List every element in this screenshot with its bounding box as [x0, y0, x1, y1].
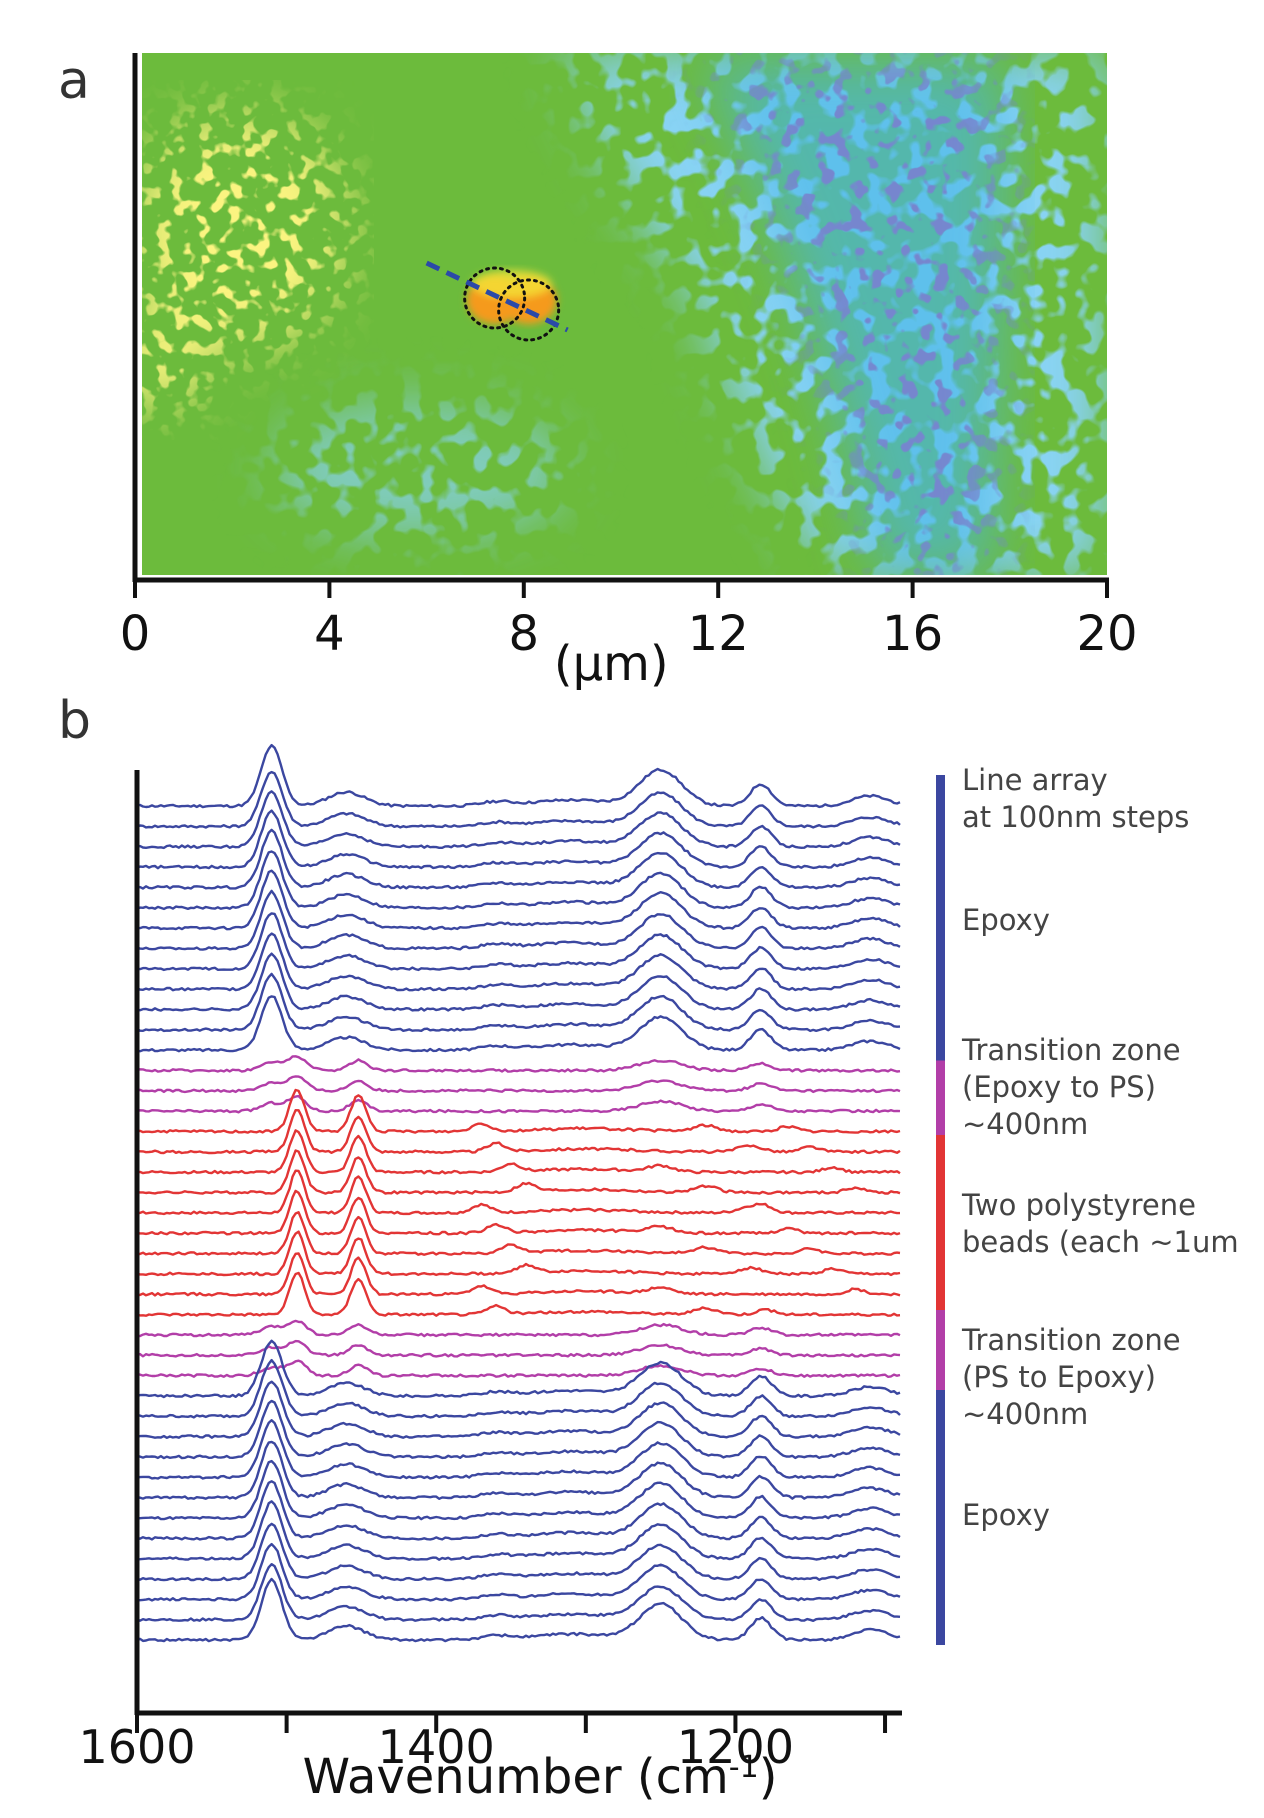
spectrum-trace-6 [136, 869, 901, 931]
spectrum-trace-27 [136, 1339, 901, 1358]
spectrum-trace-12 [136, 995, 901, 1053]
annotation-5-line-0: Epoxy [962, 1498, 1050, 1532]
spectra-traces [136, 743, 901, 1643]
panel-a-xlabel: (µm) [554, 636, 669, 692]
spectrum-trace-23 [136, 1230, 901, 1277]
spectrum-trace-17 [137, 1109, 901, 1155]
panel-b-tick-label-0: 1600 [78, 1720, 195, 1774]
annotation-4-line-1: (PS to Epoxy) [962, 1360, 1156, 1394]
panel-b-axes: 1600 1400 1200 [78, 770, 902, 1774]
panel-b-xlabel: Wavenumber (cm-1) [303, 1749, 778, 1805]
spectrum-trace-28 [136, 1359, 901, 1378]
spectrum-trace-15 [136, 1094, 901, 1114]
bead-outline-0 [463, 266, 527, 330]
heatmap-dark-blue-region [142, 53, 1107, 575]
spectrum-trace-10 [136, 952, 901, 1012]
panel-a-tick-label-1: 4 [314, 606, 345, 662]
panel-a-tick-label-5: 20 [1076, 606, 1137, 662]
annotation-2-line-0: Transition zone [961, 1033, 1181, 1067]
spectrum-trace-14 [136, 1075, 901, 1094]
spectrum-trace-30 [136, 1358, 901, 1419]
spectrum-trace-38 [136, 1522, 901, 1582]
spectrum-trace-34 [136, 1440, 901, 1500]
scan-line [425, 260, 569, 333]
spectrum-trace-19 [136, 1149, 901, 1195]
spectrum-trace-25 [136, 1271, 901, 1317]
annotation-0-line-0: Line array [962, 763, 1108, 797]
zone-bar [936, 775, 945, 1645]
spectrum-trace-13 [136, 1055, 901, 1073]
annotation-3-line-1: beads (each ~1um [962, 1225, 1239, 1259]
spectrum-trace-5 [136, 850, 901, 911]
spectrum-trace-24 [136, 1252, 901, 1297]
panel-b-xlabel-sup: -1 [729, 1750, 759, 1785]
spectrum-trace-16 [136, 1088, 901, 1134]
annotation-2-line-2: ~400nm [962, 1107, 1088, 1141]
panel-b-xlabel-close: ) [759, 1749, 778, 1805]
spectrum-trace-21 [136, 1189, 901, 1236]
panel-a-tick-label-3: 12 [688, 606, 749, 662]
spectrum-trace-0 [136, 743, 901, 809]
spectrum-trace-9 [136, 932, 901, 992]
spectrum-trace-32 [136, 1399, 901, 1460]
spectrum-trace-22 [136, 1211, 901, 1256]
spectrum-trace-11 [136, 972, 901, 1033]
annotation-4-line-0: Transition zone [961, 1323, 1181, 1357]
spectrum-trace-41 [136, 1577, 901, 1643]
panel-a-tick-label-0: 0 [120, 606, 151, 662]
spectrum-trace-40 [136, 1563, 901, 1622]
spectrum-trace-2 [136, 790, 901, 850]
spectrum-trace-31 [136, 1380, 901, 1439]
annotation-4-line-2: ~400nm [962, 1397, 1088, 1431]
spectrum-trace-33 [136, 1419, 901, 1480]
spectrum-trace-29 [136, 1339, 901, 1399]
zone-color-bar [936, 775, 945, 1645]
panel-a-tick-label-2: 8 [509, 606, 540, 662]
spectrum-trace-8 [136, 912, 901, 972]
spectrum-trace-39 [136, 1542, 901, 1602]
heatmap-overlay [425, 260, 569, 342]
bead-halo [471, 270, 552, 298]
spectrum-trace-4 [136, 828, 901, 890]
spectrum-trace-37 [136, 1500, 901, 1561]
spectrum-trace-7 [136, 889, 901, 951]
annotation-1-line-0: Epoxy [962, 903, 1050, 937]
spectrum-trace-3 [136, 809, 901, 870]
spectrum-trace-36 [136, 1480, 901, 1541]
panel-label-a: a [58, 51, 90, 111]
spectrum-trace-26 [136, 1319, 901, 1338]
panel-label-b: b [58, 691, 91, 751]
panel-b-tick-label-1: 1400 [378, 1720, 495, 1774]
bead-hotspot [466, 270, 557, 324]
spectrum-trace-35 [136, 1459, 901, 1521]
annotation-2-line-1: (Epoxy to PS) [962, 1070, 1156, 1104]
annotation-0-line-1: at 100nm steps [962, 800, 1189, 834]
spectrum-trace-20 [136, 1169, 900, 1216]
spectrum-trace-1 [136, 770, 901, 829]
panel-b-tick-label-2: 1200 [677, 1720, 794, 1774]
bead-outline-1 [497, 278, 561, 342]
panel-a-axes: 0 4 8 12 16 20 [120, 53, 1138, 662]
panel-a-tick-label-4: 16 [882, 606, 943, 662]
spectrum-trace-18 [136, 1129, 901, 1175]
heatmap [142, 53, 1107, 575]
panel-b-xlabel-main: Wavenumber (cm [303, 1749, 729, 1805]
annotation-3-line-0: Two polystyrene [961, 1188, 1196, 1222]
